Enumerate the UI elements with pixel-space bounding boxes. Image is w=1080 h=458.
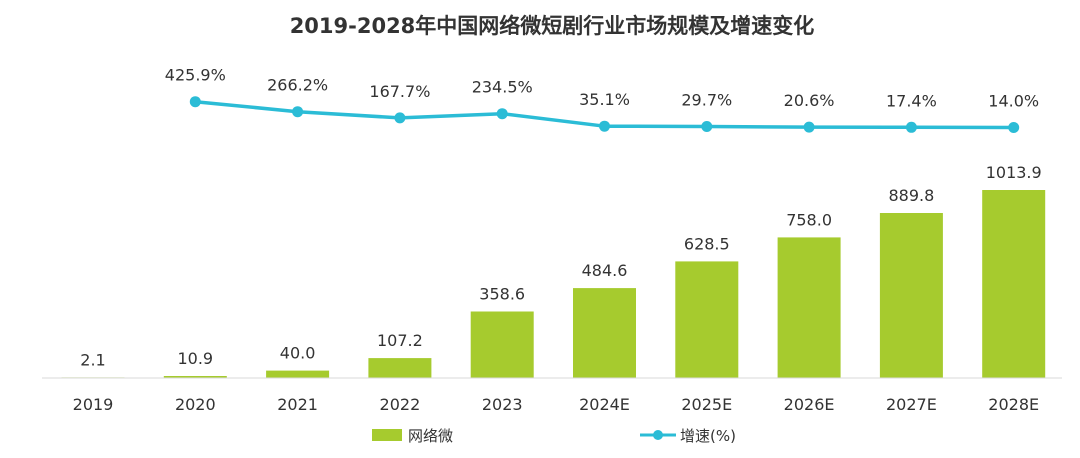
x-tick-2026E: 2026E (784, 395, 835, 414)
growth-point-2021 (292, 106, 304, 118)
growth-label-2027E: 17.4% (886, 91, 937, 110)
x-tick-layer: 2019 2020 2021 2022 2023 2024E 2025E 2026E 2027E… (73, 395, 1039, 414)
bar-2027E (879, 213, 943, 378)
legend-line-marker (653, 430, 663, 440)
bar-2023 (470, 311, 534, 378)
growth-label-2028E: 14.0% (988, 92, 1039, 111)
growth-line-layer: 425.9% 266.2% 167.7% 234.5% 35.1% 29.7% 20.6% 1… (165, 66, 1039, 133)
growth-label-2022: 167.7% (369, 82, 430, 101)
x-tick-2021: 2021 (277, 395, 318, 414)
bar-value-label-2026E: 758.0 (786, 210, 832, 229)
x-tick-2023: 2023 (482, 395, 523, 414)
x-tick-2024E: 2024E (579, 395, 630, 414)
growth-point-2025E (701, 121, 713, 132)
legend-line-label: 增速(%) (680, 427, 736, 445)
bar-value-label-2025E: 628.5 (684, 234, 730, 253)
growth-label-2020: 425.9% (165, 66, 226, 85)
x-tick-2020: 2020 (175, 395, 216, 414)
bar-value-label-2019: 2.1 (80, 350, 105, 369)
bar-2021 (266, 370, 330, 378)
growth-point-2023 (496, 108, 508, 120)
x-tick-2028E: 2028E (988, 395, 1039, 414)
bar-value-label-2023: 358.6 (479, 285, 525, 304)
bar-value-label-2028E: 1013.9 (986, 163, 1042, 182)
bar-value-label-2021: 40.0 (280, 344, 316, 363)
growth-point-2027E (905, 121, 917, 133)
x-tick-2025E: 2025E (681, 395, 732, 414)
growth-point-2028E (1008, 122, 1020, 133)
legend: 网络微 增速(%) (372, 427, 736, 445)
x-tick-2019: 2019 (73, 395, 114, 414)
growth-point-2020 (189, 96, 201, 108)
bar-value-label-2020: 10.9 (177, 349, 213, 368)
bar-value-label-2022: 107.2 (377, 331, 423, 350)
bar-value-label-2027E: 889.8 (888, 186, 934, 205)
chart-title: 2019-2028年中国网络微短剧行业市场规模及增速变化 (290, 14, 815, 38)
bar-2024E (573, 288, 636, 378)
legend-bar-label: 网络微 (408, 427, 453, 445)
bar-value-label-2024E: 484.6 (582, 261, 628, 280)
growth-point-2026E (803, 121, 815, 133)
x-tick-2022: 2022 (380, 395, 421, 414)
growth-point-2024E (599, 120, 610, 132)
growth-label-2026E: 20.6% (784, 91, 835, 110)
growth-label-2024E: 35.1% (579, 90, 630, 109)
growth-point-2022 (394, 112, 406, 124)
bar-2022 (368, 358, 432, 378)
bar-2020 (163, 376, 227, 378)
growth-label-2023: 234.5% (472, 78, 533, 97)
bar-2026E (777, 237, 841, 378)
x-tick-2027E: 2027E (886, 395, 937, 414)
growth-label-2025E: 29.7% (681, 91, 732, 110)
legend-bar-swatch (372, 429, 402, 441)
bar-2028E (982, 190, 1046, 378)
bars-layer: 2.1 10.9 40.0 107.2 358.6 484.6 628.5 758.0 889.… (61, 163, 1046, 378)
bar-2025E (675, 261, 739, 378)
growth-label-2021: 266.2% (267, 76, 328, 95)
